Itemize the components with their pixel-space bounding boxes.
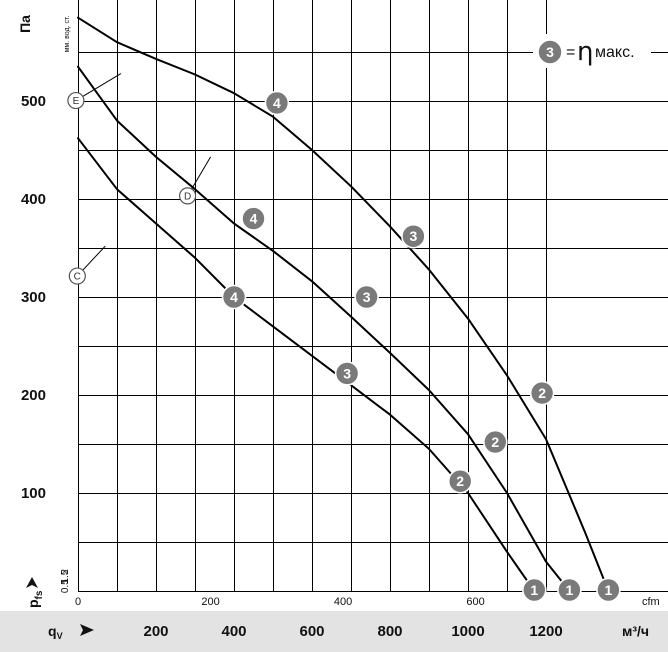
y-axis-label-sub: fs <box>34 590 45 599</box>
operating-point-marker <box>354 284 379 310</box>
operating-point-marker <box>264 90 290 116</box>
operating-point-marker <box>557 577 582 603</box>
x-tick-label: 1200 <box>529 623 562 640</box>
x-tick-labels: 200 400 600 800 1000 1200 <box>143 623 562 640</box>
operating-point-label: 1 <box>530 582 538 598</box>
operating-point-marker <box>401 223 426 249</box>
curve-d <box>77 65 571 592</box>
legend-equals: = <box>566 44 575 61</box>
curve-label-bubble <box>67 91 85 110</box>
operating-point-marker <box>596 577 621 603</box>
mm-tick-label: 2 <box>60 569 71 575</box>
x-tick-label: 800 <box>377 623 402 640</box>
operating-point-label: 3 <box>363 289 371 305</box>
x-axis-label-sub: V <box>57 631 63 641</box>
y-tick-label: 300 <box>21 289 46 306</box>
legend-marker <box>537 39 563 65</box>
x-tick-label: 1000 <box>451 623 484 640</box>
curve-labels: E D C <box>67 73 212 285</box>
operating-point-label: 2 <box>456 473 464 489</box>
operating-point-label: 4 <box>250 211 258 227</box>
mm-tick-label: 0.5 <box>60 579 71 593</box>
cfm-tick-label: 400 <box>334 596 352 608</box>
operating-point-label: 4 <box>230 289 238 305</box>
x-axis-title: qV <box>48 623 63 641</box>
x-tick-label: 400 <box>221 623 246 640</box>
curve-c <box>77 137 536 592</box>
x-axis-arrow-icon <box>80 624 94 636</box>
x-tick-label: 200 <box>143 623 168 640</box>
y-axis-title-text: pfs <box>25 590 45 608</box>
operating-point-marker <box>482 429 508 455</box>
operating-point-marker <box>241 206 266 231</box>
y-tick-label: 100 <box>21 485 46 502</box>
curve-label-bubble <box>179 187 197 205</box>
y-axis-label: p <box>25 599 41 608</box>
curve-label-e: E <box>73 96 80 107</box>
y-tick-label: 400 <box>21 191 46 208</box>
curve-label-leader <box>75 73 122 101</box>
y-tick-labels: 100 200 300 400 500 <box>21 93 46 502</box>
cfm-tick-label: 200 <box>201 596 219 608</box>
curve-label-c: C <box>74 272 81 283</box>
y-axis-arrow-icon <box>26 577 38 588</box>
bottom-axis-band <box>0 611 668 652</box>
operating-point-marker <box>221 284 247 310</box>
cfm-tick-labels: 0 200 400 600 <box>75 596 485 608</box>
mm-tick-label: 1.5 <box>60 569 71 583</box>
operating-point-label: 3 <box>343 365 351 381</box>
legend-marker-label: 3 <box>546 44 554 60</box>
y-tick-label: 500 <box>21 93 46 110</box>
x-tick-label: 600 <box>299 623 324 640</box>
operating-point-marker <box>447 468 473 494</box>
curve-e <box>77 16 610 592</box>
legend: 3 = η макс. <box>533 34 651 68</box>
y-axis-title: pfs <box>25 590 45 608</box>
operating-point-label: 2 <box>491 434 499 450</box>
x-axis-title-text: qV <box>48 623 63 641</box>
operating-point-label: 4 <box>273 95 281 111</box>
legend-eta-symbol: η <box>577 37 593 67</box>
y2-unit-label: мм. вод. ст. <box>64 16 71 53</box>
operating-point-marker <box>334 361 360 386</box>
y-tick-label: 200 <box>21 387 46 404</box>
operating-point-label: 3 <box>410 228 418 244</box>
x-axis-label: q <box>48 623 57 639</box>
operating-point-markers: 4 3 2 1 4 3 2 1 4 3 2 1 <box>221 90 621 603</box>
cfm-tick-label: 0 <box>75 596 81 608</box>
mm-tick-label: 1 <box>60 578 71 584</box>
cfm-unit-label: cfm <box>642 596 660 608</box>
y-unit-label: Па <box>17 15 33 33</box>
cfm-tick-label: 600 <box>466 596 484 608</box>
mm-tick-labels: 0.511.52 <box>60 569 71 594</box>
operating-point-label: 1 <box>566 582 574 598</box>
curve-label-d: D <box>184 191 191 202</box>
operating-point-marker <box>529 380 555 406</box>
operating-point-label: 1 <box>605 582 613 598</box>
operating-point-label: 2 <box>538 385 546 401</box>
legend-suffix: макс. <box>595 44 635 61</box>
operating-point-marker <box>521 577 547 603</box>
curves <box>77 16 610 592</box>
x-unit-label: м³/ч <box>622 623 649 639</box>
curve-label-bubble <box>68 267 86 285</box>
